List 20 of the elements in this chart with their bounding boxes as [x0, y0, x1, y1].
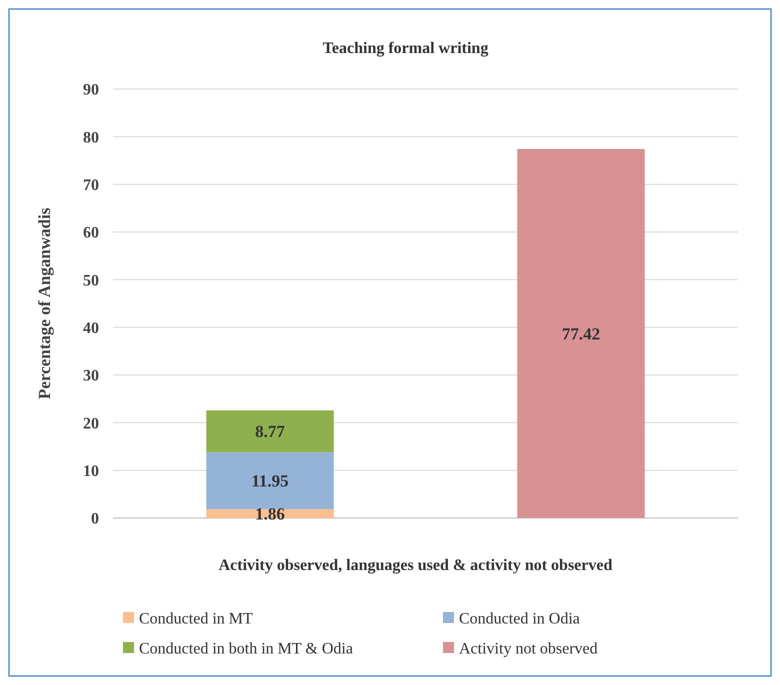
y-tick-label: 40 — [83, 320, 99, 337]
legend-label: Conducted in Odia — [459, 610, 580, 628]
y-tick-label: 30 — [83, 368, 99, 385]
y-tick-label: 10 — [83, 462, 99, 480]
legend-label: Conducted in MT — [139, 610, 253, 628]
x-axis-title: Activity observed, languages used & activity not observed — [218, 557, 612, 574]
data-label: 8.77 — [255, 422, 286, 442]
y-tick-label: 80 — [83, 129, 99, 146]
y-tick-label: 0 — [91, 510, 99, 528]
y-tick-label: 70 — [83, 176, 99, 194]
legend-label: Activity not observed — [459, 640, 598, 658]
y-tick-label: 60 — [83, 224, 99, 242]
y-tick-label: 50 — [83, 272, 99, 290]
y-tick-label: 90 — [83, 82, 99, 99]
legend-label: Conducted in both in MT & Odia — [139, 640, 353, 658]
data-label: 11.95 — [251, 472, 289, 491]
y-tick-label: 20 — [83, 415, 99, 432]
data-label: 77.42 — [562, 324, 600, 344]
y-axis-title: Percentage of Anganwadis — [35, 207, 54, 400]
chart-title: Teaching formal writing — [322, 40, 488, 57]
